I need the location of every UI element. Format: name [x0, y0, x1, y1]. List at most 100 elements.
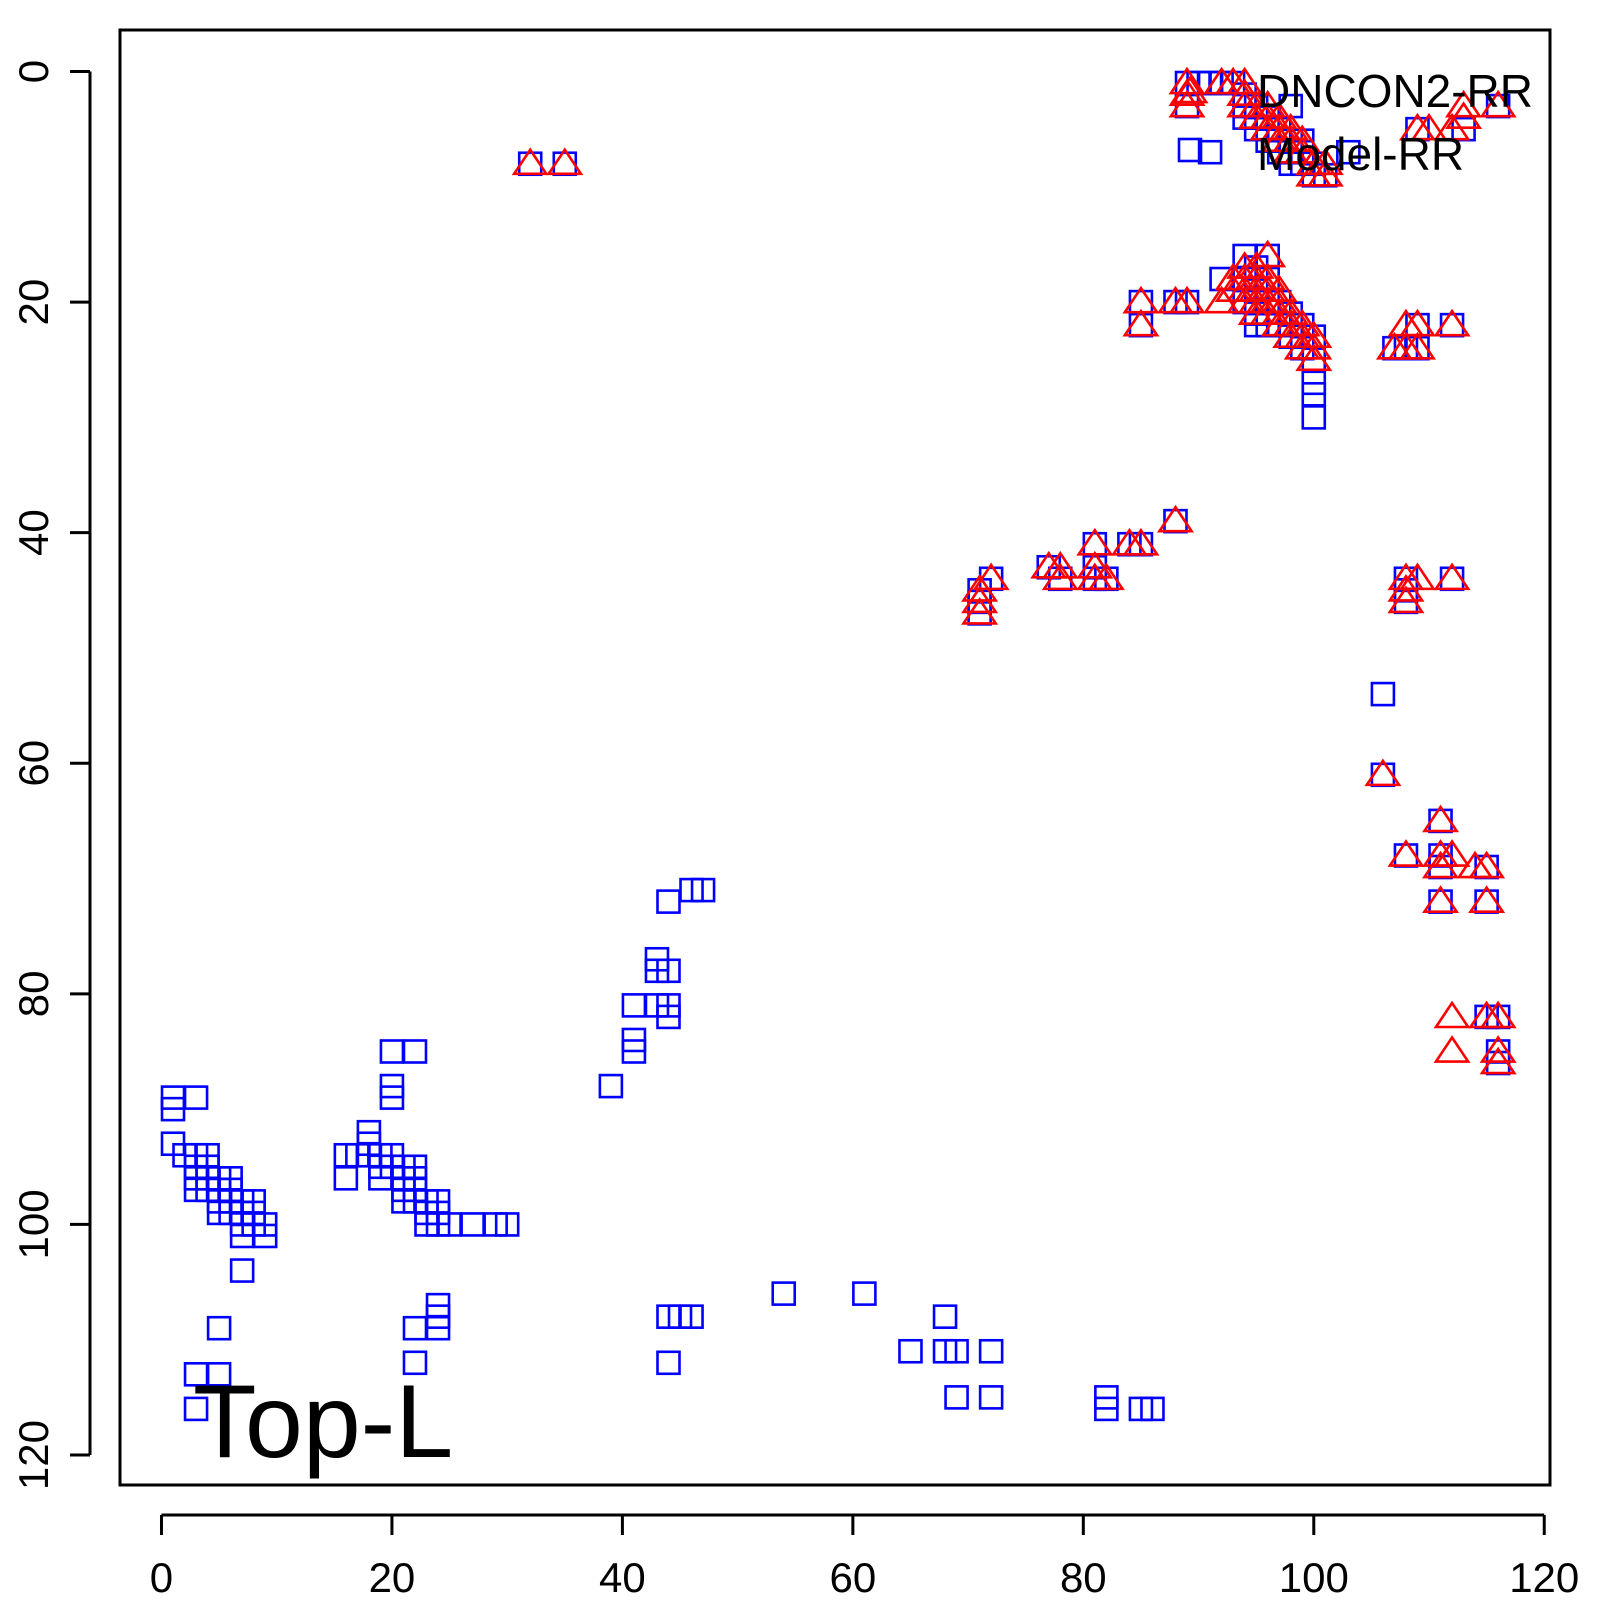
point-dncon2-rr — [1283, 135, 1321, 164]
point-dncon2-rr — [1433, 1000, 1471, 1029]
point-model-rr — [1301, 405, 1327, 430]
point-model-rr — [944, 1385, 969, 1410]
x-tick-label: 120 — [1509, 1554, 1579, 1600]
point-model-rr — [852, 1281, 877, 1306]
point-model-rr — [1094, 1396, 1119, 1422]
point-model-rr — [552, 151, 578, 177]
point-dncon2-rr — [1122, 308, 1160, 337]
point-dncon2-rr — [1295, 343, 1333, 372]
y-tick-label: 100 — [10, 1189, 57, 1259]
point-dncon2-rr — [1387, 839, 1425, 867]
point-model-rr — [183, 1085, 209, 1110]
point-model-rr — [1439, 312, 1465, 338]
point-model-rr — [598, 1073, 624, 1099]
point-dncon2-rr — [1168, 285, 1206, 314]
point-model-rr — [1428, 889, 1453, 914]
data-points — [160, 66, 1517, 1422]
y-tick-label: 40 — [10, 509, 57, 556]
panel-annotation: Top-L — [193, 1364, 453, 1480]
point-dncon2-rr — [1468, 885, 1506, 913]
point-dncon2-rr — [1226, 78, 1264, 106]
point-dncon2-rr — [1087, 562, 1125, 591]
point-model-rr — [379, 1085, 405, 1110]
point-model-rr — [690, 877, 716, 903]
point-dncon2-rr — [1479, 1035, 1517, 1063]
point-model-rr — [1174, 93, 1200, 119]
point-model-rr — [206, 1315, 232, 1341]
point-dncon2-rr — [546, 147, 584, 176]
point-dncon2-rr — [1295, 331, 1333, 360]
series-model-rr — [160, 70, 1511, 1422]
point-dncon2-rr — [1168, 89, 1206, 118]
legend-symbol-model-rr — [1177, 137, 1203, 163]
point-dncon2-rr — [1421, 885, 1460, 913]
legend-label-model-rr: Model-RR — [1257, 128, 1464, 180]
point-model-rr — [460, 1212, 485, 1237]
point-dncon2-rr — [1433, 308, 1471, 337]
point-dncon2-rr — [1421, 804, 1460, 833]
point-dncon2-rr — [1479, 89, 1517, 118]
point-model-rr — [252, 1223, 278, 1249]
x-tick-label: 0 — [150, 1554, 173, 1600]
point-dncon2-rr — [1479, 1000, 1517, 1029]
y-axis: 0 20 40 60 80 100 120 — [10, 60, 92, 1490]
point-model-rr — [206, 1362, 232, 1387]
point-model-rr — [621, 1039, 647, 1064]
y-tick-label: 120 — [10, 1420, 57, 1490]
point-dncon2-rr — [1041, 550, 1079, 579]
y-tick-label: 80 — [10, 970, 57, 1017]
point-dncon2-rr — [1433, 839, 1471, 867]
point-model-rr — [229, 1258, 255, 1283]
x-tick-label: 20 — [369, 1554, 416, 1600]
x-tick-label: 80 — [1060, 1554, 1107, 1600]
point-dncon2-rr — [1076, 550, 1114, 579]
legend-symbol-dncon2-rr — [1171, 75, 1209, 104]
point-model-rr — [656, 889, 681, 914]
point-dncon2-rr — [511, 147, 549, 176]
point-dncon2-rr — [1306, 158, 1344, 187]
point-model-rr — [898, 1338, 923, 1364]
x-tick-label: 100 — [1279, 1554, 1349, 1600]
x-axis: 0 20 40 60 80 100 120 — [150, 1513, 1579, 1600]
point-model-rr — [402, 1350, 428, 1376]
point-model-rr — [978, 1385, 1004, 1410]
point-dncon2-rr — [1156, 504, 1195, 533]
point-model-rr — [494, 1212, 520, 1237]
x-tick-label: 60 — [830, 1554, 877, 1600]
point-model-rr — [1197, 139, 1223, 165]
point-dncon2-rr — [1468, 850, 1506, 879]
point-model-rr — [1370, 762, 1396, 788]
point-dncon2-rr — [972, 562, 1010, 591]
point-model-rr — [1393, 843, 1419, 868]
point-model-rr — [517, 151, 543, 177]
point-model-rr — [932, 1304, 958, 1329]
legend-label-dncon2-rr: DNCON2-RR — [1257, 65, 1533, 117]
point-model-rr — [425, 1315, 451, 1341]
point-model-rr — [402, 1039, 428, 1064]
point-dncon2-rr — [1433, 1035, 1471, 1063]
y-tick-label: 20 — [10, 279, 57, 326]
point-model-rr — [1163, 508, 1188, 534]
point-dncon2-rr — [1433, 562, 1471, 591]
point-dncon2-rr — [1387, 585, 1425, 614]
point-model-rr — [183, 1396, 209, 1422]
point-model-rr — [1474, 889, 1499, 914]
plot-frame — [118, 28, 1552, 1487]
point-model-rr — [402, 1315, 428, 1341]
point-model-rr — [1428, 808, 1453, 834]
y-tick-label: 60 — [10, 740, 57, 787]
point-model-rr — [1336, 139, 1361, 165]
y-tick-label: 0 — [10, 60, 57, 83]
point-dncon2-rr — [1410, 112, 1448, 141]
point-model-rr — [944, 1338, 969, 1364]
x-tick-label: 40 — [599, 1554, 646, 1600]
point-dncon2-rr — [1306, 147, 1344, 176]
point-dncon2-rr — [1283, 124, 1321, 153]
point-dncon2-rr — [1398, 331, 1437, 360]
series-dncon2-rr — [511, 66, 1517, 1075]
point-model-rr — [679, 1304, 704, 1329]
point-model-rr — [333, 1166, 359, 1191]
legend: DNCON2-RR Model-RR — [1171, 65, 1533, 180]
point-dncon2-rr — [1398, 562, 1437, 591]
